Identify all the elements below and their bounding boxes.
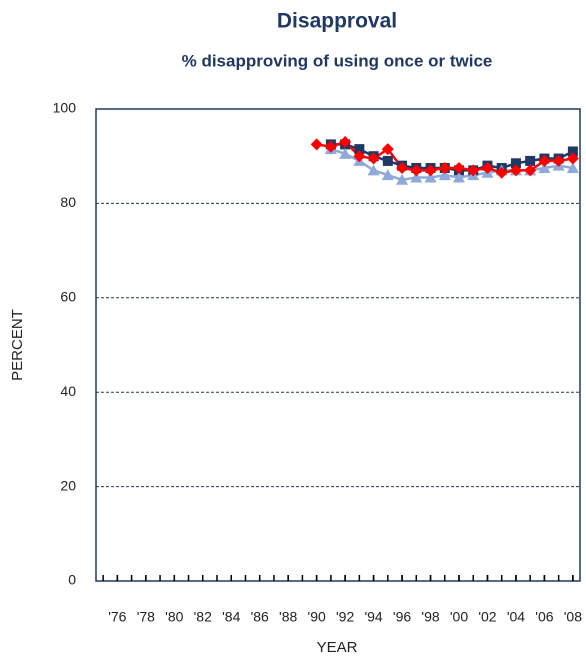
chart-title: Disapproval — [277, 10, 397, 33]
marker — [367, 164, 380, 176]
marker — [566, 162, 579, 173]
marker — [467, 164, 480, 177]
plot-border — [95, 108, 581, 582]
y-tick-label: 80 — [60, 194, 76, 210]
marker — [367, 152, 380, 165]
x-tick-label: '02 — [478, 609, 496, 625]
x-tick-label: '90 — [308, 609, 326, 625]
y-tick-label: 20 — [60, 477, 76, 493]
marker — [424, 164, 437, 177]
marker — [396, 162, 409, 174]
x-tick-label: '92 — [336, 609, 354, 625]
marker — [339, 147, 352, 159]
marker — [324, 140, 337, 153]
marker — [566, 152, 579, 165]
x-tick-label: '04 — [507, 609, 525, 625]
marker — [524, 164, 537, 177]
x-tick-label: '00 — [450, 609, 468, 625]
y-tick-label: 60 — [60, 289, 76, 305]
marker — [381, 169, 394, 181]
marker — [525, 155, 536, 166]
marker — [354, 144, 365, 155]
y-axis-label: PERCENT — [9, 309, 26, 381]
marker — [510, 158, 521, 169]
marker — [453, 162, 465, 174]
x-tick-label: '80 — [165, 609, 183, 625]
marker — [538, 154, 551, 167]
x-tick-label: '82 — [194, 609, 212, 625]
marker — [481, 162, 494, 174]
marker — [538, 162, 551, 173]
chart-subtitle: % disapproving of using once or twice — [182, 51, 493, 70]
marker — [438, 169, 451, 181]
x-tick-label: '94 — [364, 609, 382, 625]
marker — [382, 155, 393, 166]
y-tick-label: 0 — [68, 572, 76, 588]
marker — [424, 171, 437, 183]
x-tick-label: '98 — [421, 609, 439, 625]
marker — [453, 171, 465, 183]
y-tick-label: 100 — [53, 100, 77, 116]
x-tick-label: '84 — [222, 609, 240, 625]
marker — [339, 136, 352, 149]
marker — [381, 143, 394, 156]
x-tick-label: '08 — [564, 609, 582, 625]
y-tick-label: 40 — [60, 383, 76, 399]
x-tick-label: '88 — [279, 609, 297, 625]
x-tick-label: '96 — [393, 609, 411, 625]
marker — [396, 173, 409, 185]
marker — [509, 164, 522, 177]
marker — [410, 171, 423, 183]
x-tick-label: '78 — [137, 609, 155, 625]
marker — [495, 166, 508, 179]
marker — [310, 138, 323, 151]
x-tick-label: '86 — [251, 609, 269, 625]
x-tick-label: '76 — [108, 609, 126, 625]
x-axis-label: YEAR — [317, 639, 358, 656]
marker — [567, 146, 578, 157]
marker — [552, 154, 565, 167]
marker — [353, 150, 366, 163]
marker — [410, 164, 423, 177]
x-tick-label: '06 — [535, 609, 553, 625]
marker — [438, 162, 451, 174]
